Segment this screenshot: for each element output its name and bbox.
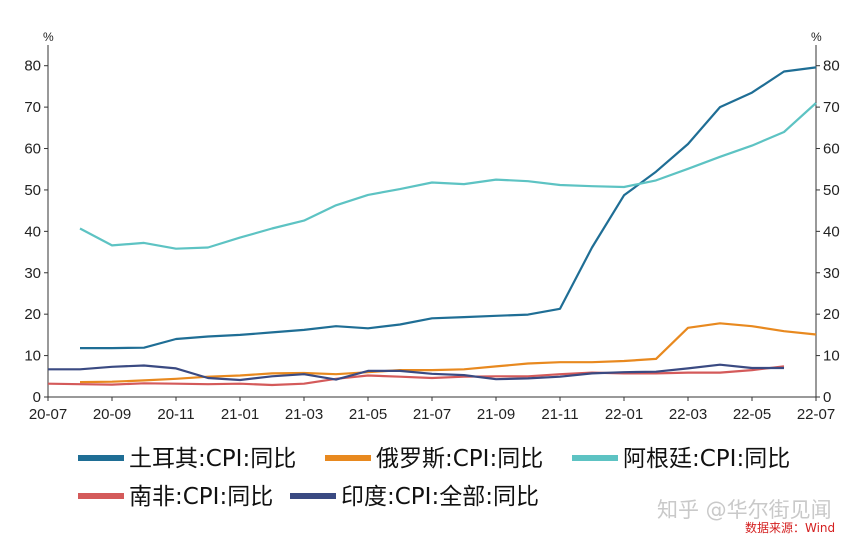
y-tick-label-left: 80: [24, 58, 41, 75]
y-tick-label-left: 20: [24, 306, 41, 323]
x-tick-label: 21-01: [221, 406, 259, 423]
y-tick-label-left: 30: [24, 265, 41, 282]
y-tick-label-right: 80: [823, 58, 840, 75]
x-tick-label: 22-03: [669, 406, 707, 423]
y-tick-label-right: 20: [823, 306, 840, 323]
legend-label: 印度:CPI:全部:同比: [341, 484, 539, 510]
x-tick-label: 22-07: [797, 406, 835, 423]
legend-swatch: [325, 455, 371, 461]
series-lines: [47, 66, 817, 387]
legend-label: 阿根廷:CPI:同比: [623, 446, 790, 472]
y-tick-label-right: 30: [823, 265, 840, 282]
y-tick-label-left: 40: [24, 223, 41, 240]
y-tick-label-right: 60: [823, 141, 840, 158]
y-tick-label-right: 50: [823, 182, 840, 199]
legend-swatch: [78, 455, 124, 461]
y-tick-label-left: 50: [24, 182, 41, 199]
y-tick-label-right: 0: [823, 389, 831, 406]
x-tick-label: 20-09: [93, 406, 131, 423]
series-line-3: [47, 365, 785, 387]
x-tick-label: 21-07: [413, 406, 451, 423]
y-tick-label-left: 0: [33, 389, 41, 406]
legend-swatch: [78, 493, 124, 499]
legend-label: 南非:CPI:同比: [129, 484, 273, 510]
x-tick-label: 20-11: [157, 406, 194, 423]
legend-label: 俄罗斯:CPI:同比: [376, 446, 543, 472]
right-unit-label: %: [811, 30, 822, 44]
watermark: 知乎 @华尔街见闻: [657, 498, 832, 522]
x-tick-label: 22-05: [733, 406, 771, 423]
legend-swatch: [290, 493, 336, 499]
x-tick-label: 20-07: [29, 406, 67, 423]
x-tick-label: 21-11: [541, 406, 578, 423]
legend-label: 土耳其:CPI:同比: [129, 446, 296, 472]
axes: [44, 45, 820, 401]
x-tick-label: 22-01: [605, 406, 643, 423]
y-tick-label-left: 70: [24, 99, 41, 116]
series-line-2: [79, 102, 817, 250]
x-tick-label: 21-09: [477, 406, 515, 423]
tick-labels: 0 0 10 10 20 20 30 30 40 40 50 50 60 60 70 70 80 80 20-07 2…: [24, 58, 839, 423]
y-tick-label-right: 70: [823, 99, 840, 116]
series-line-4: [48, 363, 784, 382]
y-tick-label-left: 10: [24, 348, 41, 365]
source-note: 数据来源：Wind: [745, 520, 835, 535]
left-unit-label: %: [43, 30, 54, 44]
y-tick-label-right: 40: [823, 223, 840, 240]
legend-swatch: [572, 455, 618, 461]
x-tick-label: 21-03: [285, 406, 323, 423]
series-line-0: [80, 66, 817, 350]
y-tick-label-right: 10: [823, 348, 840, 365]
x-tick-label: 21-05: [349, 406, 387, 423]
y-tick-label-left: 60: [24, 141, 41, 158]
